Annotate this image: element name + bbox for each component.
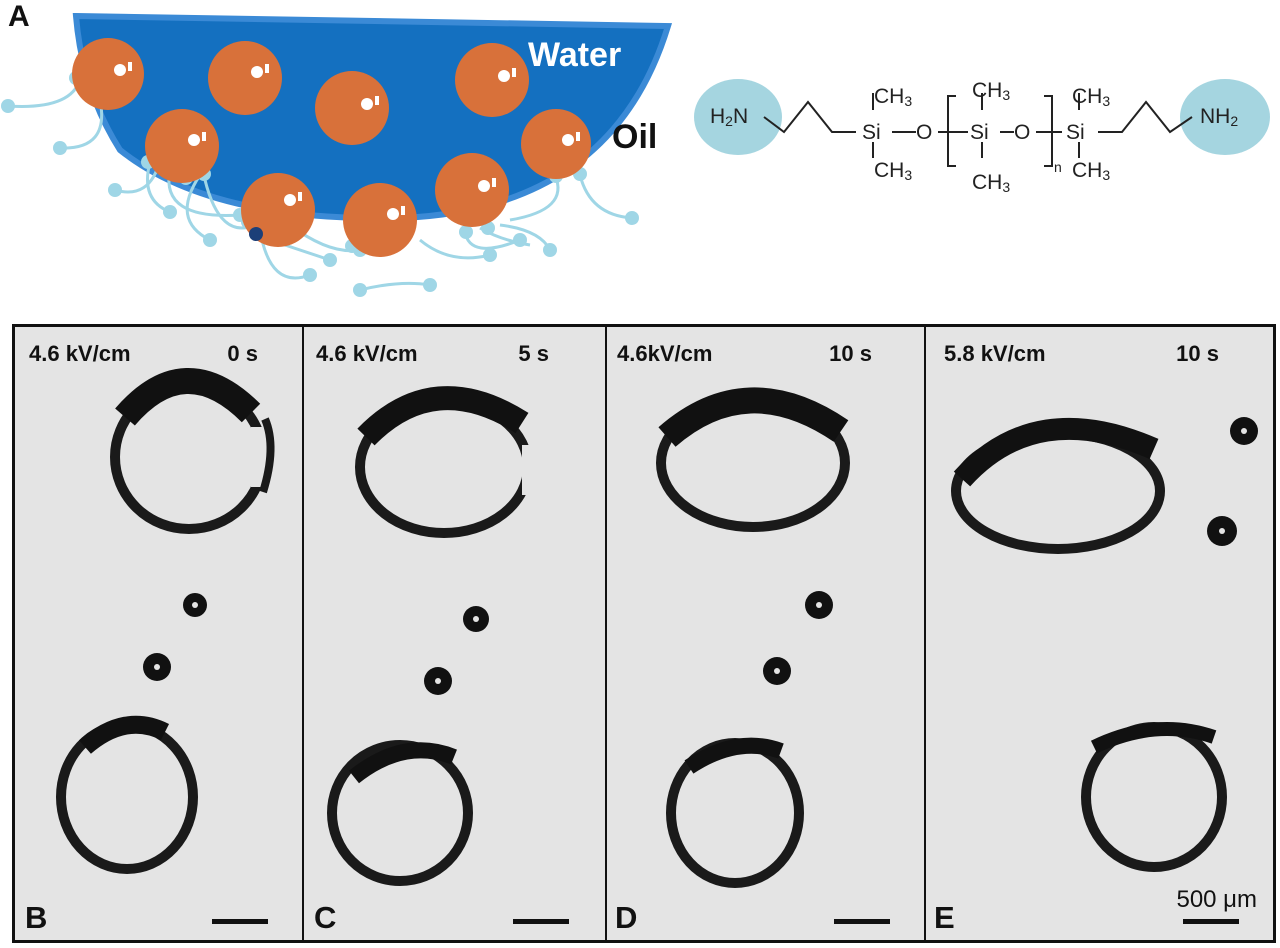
molecule-structure — [694, 79, 1270, 167]
methyl-1-top: CH3 — [874, 85, 913, 109]
panel-c: 4.6 kV/cm 5 s C — [304, 327, 607, 940]
panel-e-label: E — [934, 900, 955, 935]
panel-c-field: 4.6 kV/cm — [316, 341, 418, 366]
panel-b-image — [56, 368, 281, 874]
panel-d-time: 10 s — [829, 341, 872, 366]
si-atom-2: Si — [970, 121, 989, 144]
panel-a-label: A — [8, 0, 30, 33]
panel-e-image — [951, 417, 1258, 872]
nanoparticle-highlights — [114, 62, 580, 220]
micrograph-strip: 4.6 kV/cm 0 s B 4.6 kV/cm 5 s C 4.6 — [12, 324, 1276, 943]
si-atom-1: Si — [862, 121, 881, 144]
panel-d-image — [656, 387, 850, 888]
panel-b-field: 4.6 kV/cm — [29, 341, 131, 366]
panel-d-scale-bar — [834, 919, 890, 924]
methyl-3-top: CH3 — [1072, 85, 1111, 109]
panel-d-label: D — [615, 900, 638, 935]
methyl-3-bottom: CH3 — [1072, 159, 1111, 183]
methyl-2-bottom: CH3 — [972, 171, 1011, 195]
panel-e-time: 10 s — [1176, 341, 1219, 366]
left-amine: H2N — [710, 105, 749, 129]
emulsion-schematic — [1, 12, 673, 297]
water-label: Water — [528, 36, 622, 74]
scale-bar-label: 500 μm — [1176, 886, 1257, 913]
panel-a: A — [0, 0, 1280, 310]
panel-c-label: C — [314, 900, 337, 935]
panel-e: 5.8 kV/cm 10 s E 500 μm — [926, 327, 1273, 940]
panel-b: 4.6 kV/cm 0 s B — [15, 327, 304, 940]
panel-b-time: 0 s — [227, 341, 258, 366]
si-atom-3: Si — [1066, 121, 1085, 144]
panel-c-time: 5 s — [518, 341, 549, 366]
panel-b-scale-bar — [212, 919, 268, 924]
panel-c-scale-bar — [513, 919, 569, 924]
o-atom-2: O — [1014, 121, 1031, 144]
right-amine: NH2 — [1200, 105, 1239, 129]
panel-d-field: 4.6kV/cm — [617, 341, 713, 366]
oil-label: Oil — [612, 118, 658, 156]
methyl-2-top: CH3 — [972, 79, 1011, 103]
o-atom-1: O — [916, 121, 933, 144]
panel-d: 4.6kV/cm 10 s D — [607, 327, 926, 940]
methyl-1-bottom: CH3 — [874, 159, 913, 183]
panel-c-image — [327, 386, 552, 886]
repeat-n: n — [1054, 159, 1062, 175]
panel-e-scale-bar — [1183, 919, 1239, 924]
panel-b-label: B — [25, 900, 48, 935]
panel-e-field: 5.8 kV/cm — [944, 341, 1046, 366]
